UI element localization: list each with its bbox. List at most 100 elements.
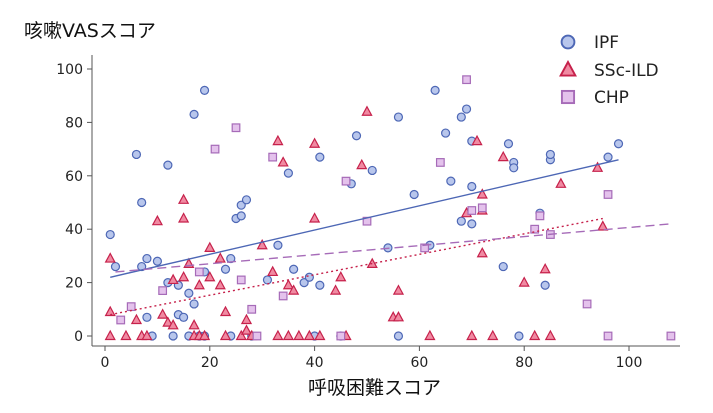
data-point-ipf	[367, 165, 377, 176]
y-tick-label: 0	[74, 329, 83, 345]
data-point-ipf	[467, 181, 477, 192]
data-point-ssc-ild	[314, 329, 326, 341]
y-axis-label: 咳嗽VASスコア	[24, 20, 156, 42]
data-point-chp	[247, 304, 257, 314]
data-point-ipf	[105, 229, 115, 240]
data-point-ipf	[441, 128, 451, 138]
data-point-ipf	[393, 331, 404, 341]
data-point-ssc-ild	[335, 270, 347, 282]
data-point-ssc-ild	[219, 305, 232, 317]
data-point-ipf	[456, 112, 466, 122]
data-point-ipf	[461, 104, 472, 114]
data-point-ipf	[236, 211, 246, 221]
data-point-ipf	[498, 261, 508, 272]
data-point-ssc-ild	[272, 329, 284, 341]
data-point-chp	[336, 331, 346, 341]
data-point-chp	[603, 190, 613, 199]
data-point-ssc-ild	[188, 319, 200, 330]
x-tick-label: 60	[410, 355, 428, 371]
data-point-ipf	[613, 139, 624, 149]
legend-label-chp: CHP	[594, 88, 629, 108]
y-tick-label: 40	[65, 222, 83, 238]
legend-marker-chp	[560, 89, 576, 105]
trend-line-chp	[115, 223, 671, 273]
data-point-ipf	[137, 197, 147, 208]
data-point-ssc-ild	[204, 270, 216, 282]
data-point-chp	[126, 302, 136, 312]
data-point-chp	[194, 267, 204, 277]
data-point-chp	[435, 158, 445, 167]
data-point-ssc-ild	[308, 212, 321, 223]
data-point-ipf	[283, 168, 293, 178]
data-point-ipf	[184, 288, 194, 298]
data-point-ssc-ild	[487, 329, 499, 341]
data-point-chp	[278, 291, 288, 301]
data-point-chp	[603, 331, 613, 341]
data-point-ssc-ild	[272, 134, 284, 146]
x-tick-label: 100	[616, 355, 643, 371]
y-tick-label: 60	[65, 169, 83, 185]
trend-line-ssc-ild	[110, 217, 603, 316]
data-point-ipf	[163, 160, 173, 170]
y-tick-label: 80	[65, 115, 83, 131]
data-point-ipf	[467, 219, 477, 229]
data-point-ssc-ild	[193, 279, 205, 290]
data-point-chp	[666, 331, 676, 341]
data-point-ipf	[110, 261, 121, 272]
data-point-ipf	[220, 264, 231, 274]
data-point-ipf	[456, 216, 466, 226]
data-point-ipf	[179, 312, 189, 322]
data-point-ipf	[131, 149, 142, 160]
data-point-ssc-ild	[361, 105, 373, 116]
data-point-ipf	[299, 278, 309, 288]
x-tick-label: 40	[306, 355, 324, 371]
data-point-ssc-ild	[466, 329, 478, 341]
data-point-ipf	[273, 240, 283, 250]
legend-marker-ssc-ild	[559, 59, 577, 77]
data-point-ipf	[446, 176, 456, 186]
data-point-ssc-ild	[303, 329, 315, 341]
data-point-ssc-ild	[104, 252, 116, 263]
data-point-ssc-ild	[162, 316, 174, 327]
data-point-ssc-ild	[544, 329, 557, 341]
data-point-ssc-ild	[497, 150, 509, 162]
data-point-ssc-ild	[177, 193, 190, 204]
data-point-ssc-ild	[424, 329, 436, 341]
data-point-ssc-ild	[204, 241, 216, 252]
data-point-ipf	[514, 331, 524, 341]
data-point-ipf	[393, 112, 404, 122]
y-tick-label: 100	[56, 62, 83, 78]
data-point-ipf	[409, 189, 419, 200]
data-point-ipf	[289, 264, 299, 274]
data-point-ipf	[236, 200, 246, 210]
data-point-ssc-ild	[293, 329, 305, 341]
data-point-ssc-ild	[282, 329, 295, 341]
data-point-ipf	[540, 280, 550, 290]
data-point-ssc-ild	[167, 273, 179, 285]
data-point-ssc-ild	[476, 246, 488, 258]
data-point-chp	[231, 123, 241, 133]
data-point-ssc-ild	[235, 329, 247, 341]
data-point-ssc-ild	[288, 284, 300, 295]
data-point-ssc-ild	[214, 252, 226, 263]
data-point-ssc-ild	[518, 276, 530, 287]
legend-marker-ipf	[560, 34, 576, 50]
data-point-ipf	[189, 109, 199, 119]
data-point-ssc-ild	[157, 308, 169, 319]
data-point-chp	[236, 275, 246, 285]
data-point-chp	[462, 75, 471, 85]
x-axis-label: 呼吸困難スコア	[308, 377, 442, 399]
data-point-ssc-ild	[356, 158, 368, 170]
data-point-ssc-ild	[308, 137, 321, 148]
data-point-ipf	[304, 272, 314, 282]
data-point-ipf	[142, 253, 152, 264]
data-point-ssc-ild	[151, 214, 164, 226]
data-point-chp	[158, 286, 168, 296]
data-point-ssc-ild	[282, 279, 295, 290]
data-point-ssc-ild	[256, 238, 268, 250]
data-point-ipf	[152, 256, 162, 266]
data-point-ssc-ild	[366, 257, 378, 269]
x-tick-label: 0	[101, 355, 110, 371]
data-point-ssc-ild	[392, 311, 405, 322]
data-point-ipf	[315, 280, 325, 290]
